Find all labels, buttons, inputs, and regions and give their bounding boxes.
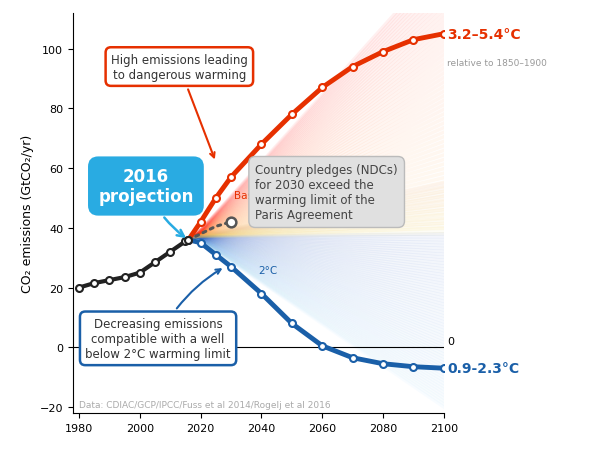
- Text: relative to 1850–1900: relative to 1850–1900: [447, 58, 547, 67]
- Text: High emissions leading
to dangerous warming: High emissions leading to dangerous warm…: [111, 53, 248, 158]
- Text: Country pledges (NDCs)
for 2030 exceed the
warming limit of the
Paris Agreement: Country pledges (NDCs) for 2030 exceed t…: [255, 164, 398, 222]
- Text: 0.9-2.3°C: 0.9-2.3°C: [447, 361, 519, 375]
- Text: 2°C: 2°C: [258, 265, 278, 275]
- Text: Baseline: Baseline: [234, 190, 278, 201]
- Text: Data: CDIAC/GCP/IPCC/Fuss et al 2014/Rogelj et al 2016: Data: CDIAC/GCP/IPCC/Fuss et al 2014/Rog…: [79, 400, 331, 409]
- Text: 3.2–5.4°C: 3.2–5.4°C: [447, 28, 520, 42]
- Text: 2016
projection: 2016 projection: [98, 167, 193, 237]
- Text: 0: 0: [447, 336, 454, 346]
- Y-axis label: CO₂ emissions (GtCO₂/yr): CO₂ emissions (GtCO₂/yr): [21, 134, 34, 292]
- Text: Decreasing emissions
compatible with a well
below 2°C warming limit: Decreasing emissions compatible with a w…: [85, 270, 231, 360]
